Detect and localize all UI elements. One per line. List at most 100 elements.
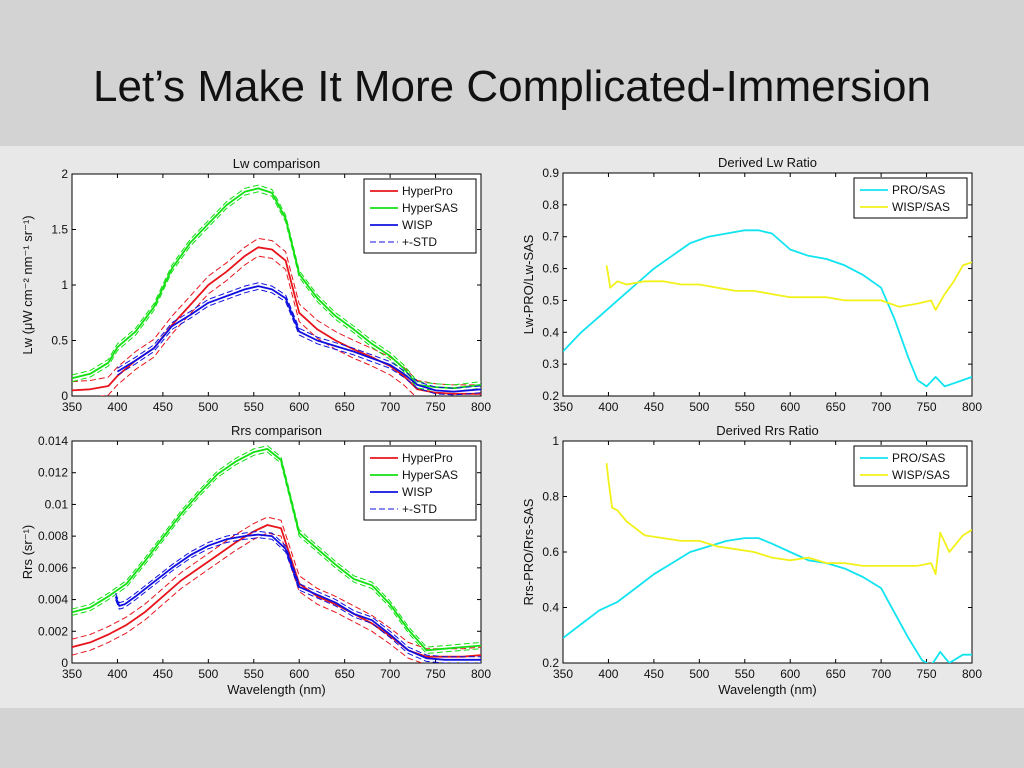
x-tick-label: 700	[380, 667, 400, 681]
x-tick-label: 600	[289, 667, 309, 681]
x-tick-label: 550	[244, 400, 264, 414]
legend-label: HyperPro	[402, 184, 453, 198]
x-tick-label: 700	[871, 667, 891, 681]
y-tick-label: 0.01	[45, 497, 69, 511]
figure-panel: Lw comparison 350 400 450 500 550 600 650 700 750…	[0, 146, 1024, 708]
x-tick-label: 700	[871, 400, 891, 414]
series-line-hypersas	[72, 187, 481, 390]
legend-box	[853, 177, 968, 219]
x-tick-label: 500	[198, 400, 218, 414]
y-tick-label: 1.5	[51, 223, 68, 237]
y-tick-label: 0.008	[38, 529, 68, 543]
series-group	[563, 463, 972, 663]
legend-label: +-STD	[402, 235, 437, 249]
x-tick-label: 750	[917, 667, 937, 681]
x-tick-label: 800	[471, 400, 491, 414]
legend-label: HyperSAS	[402, 468, 458, 482]
y-tick-label: 0.6	[542, 545, 559, 559]
chart-lw: Lw comparison 350 400 450 500 550 600 650 700 750…	[20, 156, 491, 414]
x-tick-label: 650	[335, 400, 355, 414]
x-tick-label: 400	[598, 400, 618, 414]
slide-title: Let’s Make It More Complicated-Immersion	[93, 62, 931, 111]
chart-rrs_ratio: Derived Rrs Ratio 350 400 450 500 550 600 650 70…	[521, 423, 982, 697]
legend-label: PRO/SAS	[892, 183, 945, 197]
y-axis-label: Rrs (sr⁻¹)	[20, 525, 35, 580]
y-tick-label: 0.2	[542, 656, 559, 670]
y-axis-label: Lw (μW cm⁻² nm⁻¹ sr⁻¹)	[20, 215, 35, 354]
y-axis-label: Lw-PRO/Lw-SAS	[521, 234, 536, 334]
x-tick-label: 650	[335, 667, 355, 681]
y-tick-label: 0	[61, 389, 68, 403]
legend-label: WISP/SAS	[892, 468, 950, 482]
x-tick-label: 400	[107, 667, 127, 681]
x-tick-label: 550	[735, 667, 755, 681]
y-tick-label: 0.004	[38, 593, 68, 607]
series-line-pro-sas	[563, 229, 972, 388]
y-tick-label: 0.6	[542, 262, 559, 276]
series-std-upper-wisp	[117, 282, 481, 389]
x-tick-label: 500	[689, 667, 709, 681]
legend-box	[853, 445, 968, 487]
legend-label: PRO/SAS	[892, 451, 945, 465]
x-tick-label: 500	[198, 667, 218, 681]
series-std-lower-hypersas	[72, 191, 481, 393]
y-tick-label: 2	[61, 167, 68, 181]
y-tick-label: 0.5	[51, 334, 68, 348]
legend-label: HyperPro	[402, 451, 453, 465]
y-tick-label: 0.3	[542, 357, 559, 371]
x-tick-label: 650	[826, 400, 846, 414]
x-tick-label: 550	[735, 400, 755, 414]
y-tick-label: 0.4	[542, 601, 559, 615]
x-tick-label: 750	[426, 667, 446, 681]
series-std-lower-hyperpro	[99, 255, 416, 396]
chart-lw_ratio: Derived Lw Ratio 350 400 450 500 550 600 650 700…	[521, 155, 982, 414]
y-tick-label: 0.8	[542, 198, 559, 212]
series-line-hypersas	[72, 447, 481, 652]
series-line-wisp	[116, 285, 481, 393]
y-tick-label: 1	[61, 278, 68, 292]
legend-label: WISP	[402, 218, 433, 232]
x-axis-label: Wavelength (nm)	[718, 682, 817, 697]
x-tick-label: 450	[153, 400, 173, 414]
x-tick-label: 450	[153, 667, 173, 681]
legend: PRO/SAS WISP/SAS	[853, 177, 968, 219]
legend-label: WISP/SAS	[892, 200, 950, 214]
y-tick-label: 0	[61, 656, 68, 670]
bottom-band	[0, 708, 1024, 768]
x-tick-label: 600	[780, 400, 800, 414]
series-line-wisp-sas	[605, 261, 972, 311]
y-tick-label: 1	[552, 434, 559, 448]
x-tick-label: 750	[917, 400, 937, 414]
series-std-upper-hypersas	[72, 184, 481, 386]
x-tick-label: 800	[962, 400, 982, 414]
legend-label: +-STD	[402, 502, 437, 516]
x-tick-label: 600	[289, 400, 309, 414]
legend-label: HyperSAS	[402, 201, 458, 215]
x-tick-label: 800	[962, 667, 982, 681]
y-tick-label: 0.4	[542, 325, 559, 339]
y-tick-label: 0.012	[38, 466, 68, 480]
series-std-lower-hypersas	[72, 451, 481, 655]
x-tick-label: 400	[598, 667, 618, 681]
y-tick-label: 0.8	[542, 490, 559, 504]
y-axis-label: Rrs-PRO/Rrs-SAS	[521, 498, 536, 605]
series-line-wisp-sas	[605, 463, 972, 576]
x-tick-label: 400	[107, 400, 127, 414]
x-tick-label: 350	[553, 400, 573, 414]
chart-title: Derived Rrs Ratio	[716, 423, 819, 438]
y-tick-label: 0.5	[542, 293, 559, 307]
y-tick-label: 0.9	[542, 166, 559, 180]
chart-title: Derived Lw Ratio	[718, 155, 817, 170]
series-group	[563, 229, 972, 388]
y-tick-label: 0.7	[542, 230, 559, 244]
legend: HyperPro HyperSAS WISP +-STD	[363, 178, 477, 254]
x-tick-label: 450	[644, 400, 664, 414]
x-tick-label: 450	[644, 667, 664, 681]
series-std-upper-hyperpro	[72, 516, 481, 650]
series-line-pro-sas	[563, 537, 972, 663]
chart-title: Rrs comparison	[231, 423, 322, 438]
series-std-lower-wisp	[117, 288, 481, 396]
y-tick-label: 0.014	[38, 434, 68, 448]
series-std-lower-wisp	[115, 537, 481, 663]
legend-label: WISP	[402, 485, 433, 499]
